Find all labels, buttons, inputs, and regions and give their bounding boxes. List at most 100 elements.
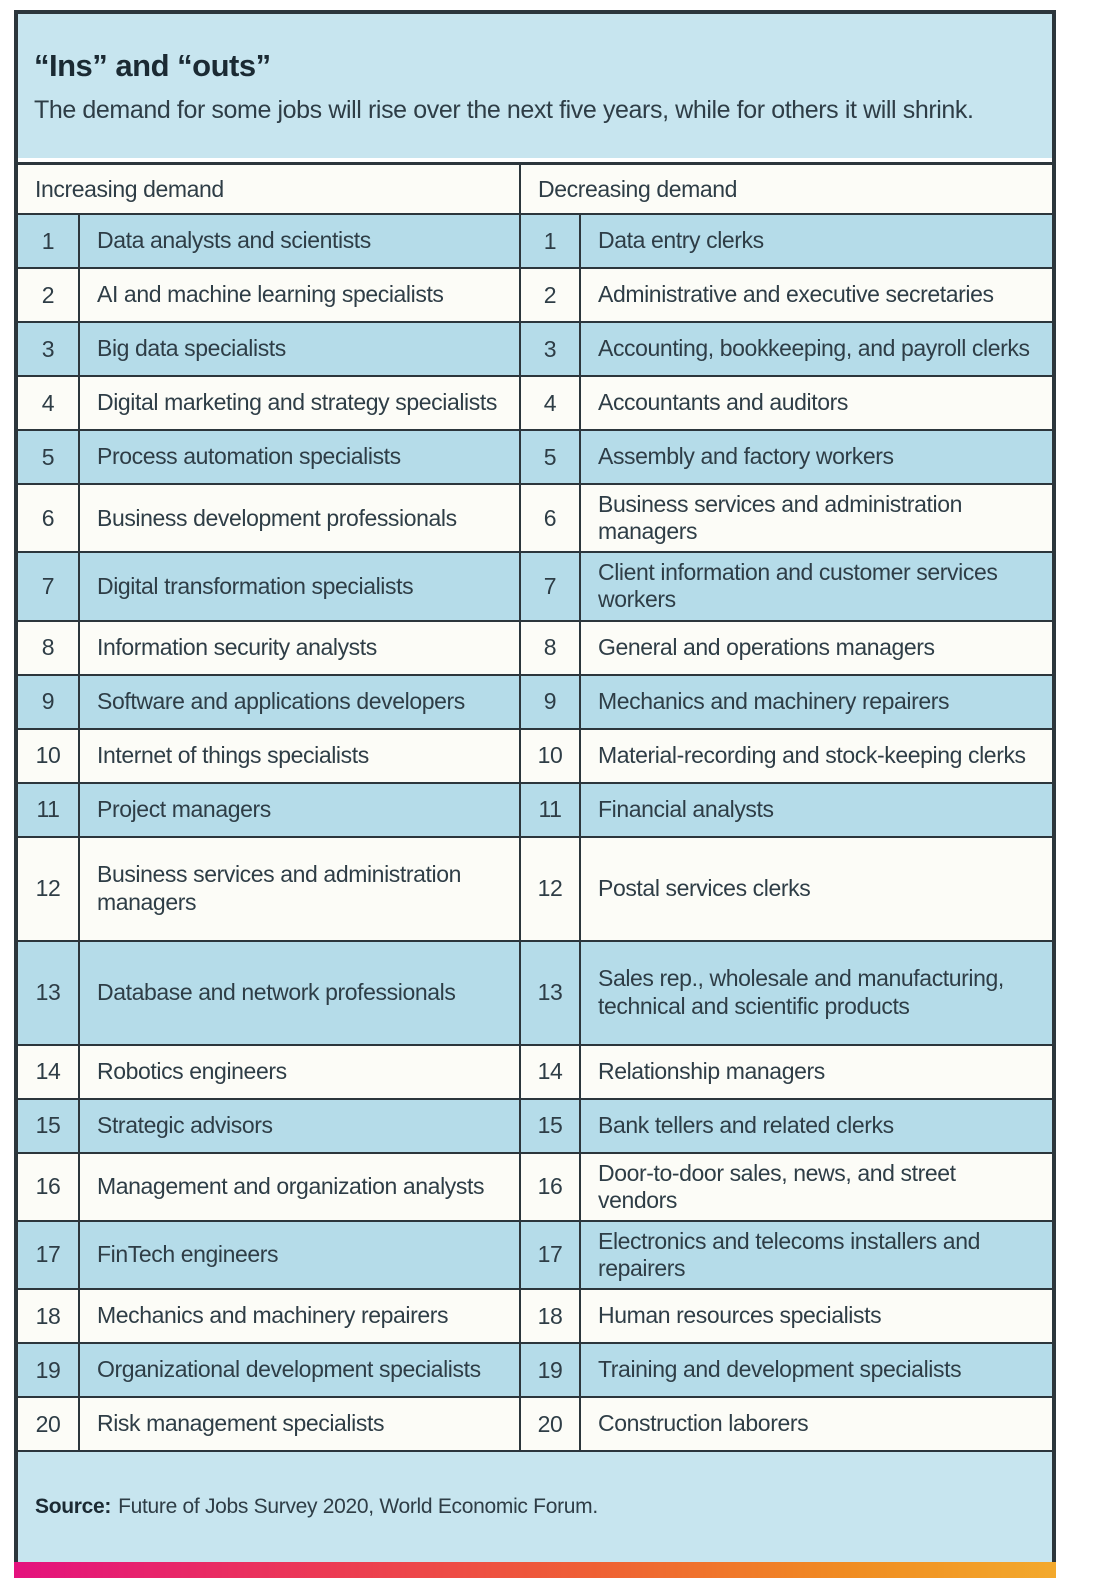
decreasing-rank: 5 xyxy=(519,431,579,483)
decreasing-rank: 4 xyxy=(519,377,579,429)
increasing-rank: 7 xyxy=(41,572,55,599)
increasing-rank: 8 xyxy=(41,634,55,660)
increasing-rank: 17 xyxy=(35,1241,61,1268)
increasing-rank: 3 xyxy=(41,335,55,362)
table-header-panel: “Ins” and “outs” The demand for some job… xyxy=(18,14,1052,162)
table-row: 13 Database and network professionals 13 Sa… xyxy=(18,941,1052,1046)
increasing-rank: 18 xyxy=(35,1302,61,1329)
decreasing-job: Financial analysts xyxy=(579,783,1052,836)
source-text: Future of Jobs Survey 2020, World Econom… xyxy=(118,1495,598,1518)
increasing-job: Information security analysts xyxy=(78,621,519,674)
increasing-job: AI and machine learning specialists xyxy=(78,269,519,321)
decreasing-job: Business services and administration man… xyxy=(579,485,1052,552)
increasing-job: Organizational development specialists xyxy=(78,1344,519,1396)
increasing-job: Internet of things specialists xyxy=(78,729,519,782)
increasing-job: Database and network professionals xyxy=(78,941,519,1044)
table-row: 7 Digital transformation specialists 7 Clie… xyxy=(18,553,1052,622)
page: “Ins” and “outs” The demand for some job… xyxy=(14,10,1056,1578)
decreasing-rank: 16 xyxy=(519,1153,579,1220)
decreasing-rank: 15 xyxy=(519,1099,579,1152)
decreasing-rank: 11 xyxy=(519,783,579,836)
decreasing-rank: 10 xyxy=(519,729,579,782)
decreasing-rank: 20 xyxy=(519,1398,579,1450)
increasing-rank: 20 xyxy=(35,1410,61,1437)
decreasing-job: Accountants and auditors xyxy=(579,377,1052,429)
decreasing-job: Assembly and factory workers xyxy=(579,431,1052,483)
increasing-rank: 4 xyxy=(41,389,55,416)
decreasing-job: General and operations managers xyxy=(579,621,1052,674)
table-row: 19 Organizational development specialists… xyxy=(18,1344,1052,1398)
decreasing-rank: 6 xyxy=(519,485,579,552)
table-row: 20 Risk management specialists 20 Construct… xyxy=(18,1398,1052,1452)
increasing-rank: 14 xyxy=(35,1058,61,1084)
increasing-rank: 2 xyxy=(41,281,55,308)
table-row: 1 Data analysts and scientists 1 Data entry… xyxy=(18,215,1052,269)
increasing-job: Mechanics and machinery repairers xyxy=(78,1290,519,1342)
decreasing-job: Client information and customer services… xyxy=(579,553,1052,620)
increasing-job: Robotics engineers xyxy=(78,1045,519,1098)
decreasing-job: Training and development specialists xyxy=(579,1344,1052,1396)
column-header-decreasing: Decreasing demand xyxy=(519,165,1052,213)
table-row: 8 Information security analysts 8 General a… xyxy=(18,621,1052,676)
decreasing-job: Relationship managers xyxy=(579,1045,1052,1098)
increasing-rank: 11 xyxy=(36,796,60,822)
table-row: 2 AI and machine learning specialists 2 Adm… xyxy=(18,269,1052,323)
increasing-rank: 13 xyxy=(35,979,61,1005)
decreasing-rank: 13 xyxy=(519,941,579,1044)
increasing-rank: 10 xyxy=(35,742,61,768)
increasing-job: Digital marketing and strategy specialis… xyxy=(78,377,519,429)
table-row: 18 Mechanics and machinery repairers 18 Hum… xyxy=(18,1290,1052,1344)
increasing-job: FinTech engineers xyxy=(78,1221,519,1288)
decreasing-job: Material-recording and stock-keeping cle… xyxy=(579,729,1052,782)
table-row: 12 Business services and administration m… xyxy=(18,837,1052,942)
increasing-rank: 12 xyxy=(35,875,61,901)
decreasing-job: Human resources specialists xyxy=(579,1290,1052,1342)
increasing-job: Management and organization analysts xyxy=(78,1153,519,1220)
jobs-demand-table: “Ins” and “outs” The demand for some job… xyxy=(14,10,1056,1562)
decreasing-rank: 12 xyxy=(519,837,579,940)
decreasing-rank: 3 xyxy=(519,323,579,375)
increasing-rank: 1 xyxy=(41,227,55,254)
column-headers: Increasing demand Decreasing demand xyxy=(18,162,1052,215)
table-row: 6 Business development professionals 6 Busi… xyxy=(18,485,1052,554)
increasing-job: Project managers xyxy=(78,783,519,836)
increasing-job: Big data specialists xyxy=(78,323,519,375)
increasing-job: Digital transformation specialists xyxy=(78,553,519,620)
decreasing-job: Accounting, bookkeeping, and payroll cle… xyxy=(579,323,1052,375)
decreasing-job: Electronics and telecoms installers and … xyxy=(579,1221,1052,1288)
increasing-job: Process automation specialists xyxy=(78,431,519,483)
decreasing-rank: 1 xyxy=(519,215,579,267)
decreasing-job: Door-to-door sales, news, and street ven… xyxy=(579,1153,1052,1220)
table-row: 11 Project managers 11 Financial analysts xyxy=(18,783,1052,838)
decreasing-rank: 14 xyxy=(519,1045,579,1098)
decreasing-rank: 9 xyxy=(519,675,579,728)
table-body: 1 Data analysts and scientists 1 Data entry… xyxy=(18,215,1052,1452)
source-label: Source: xyxy=(35,1495,112,1518)
table-row: 15 Strategic advisors 15 Bank tellers and r… xyxy=(18,1099,1052,1154)
increasing-rank: 15 xyxy=(35,1112,61,1138)
column-header-increasing: Increasing demand xyxy=(35,175,224,202)
decreasing-rank: 17 xyxy=(519,1221,579,1288)
decreasing-job: Construction laborers xyxy=(579,1398,1052,1450)
increasing-rank: 5 xyxy=(41,443,55,470)
table-row: 16 Management and organization analysts 16… xyxy=(18,1153,1052,1222)
table-row: 14 Robotics engineers 14 Relationship manag… xyxy=(18,1045,1052,1100)
decreasing-rank: 18 xyxy=(519,1290,579,1342)
table-row: 10 Internet of things specialists 10 Materi… xyxy=(18,729,1052,784)
increasing-job: Software and applications developers xyxy=(78,675,519,728)
increasing-job: Risk management specialists xyxy=(78,1398,519,1450)
increasing-job: Business development professionals xyxy=(78,485,519,552)
decreasing-job: Bank tellers and related clerks xyxy=(579,1099,1052,1152)
decreasing-job: Administrative and executive secretaries xyxy=(579,269,1052,321)
brand-gradient-bar xyxy=(14,1562,1056,1578)
chart-subtitle: The demand for some jobs will rise over … xyxy=(34,95,974,124)
table-row: 4 Digital marketing and strategy speciali… xyxy=(18,377,1052,431)
increasing-rank: 16 xyxy=(35,1173,61,1200)
increasing-job: Business services and administration man… xyxy=(78,837,519,940)
increasing-job: Strategic advisors xyxy=(78,1099,519,1152)
decreasing-rank: 7 xyxy=(519,553,579,620)
decreasing-rank: 8 xyxy=(519,621,579,674)
increasing-job: Data analysts and scientists xyxy=(78,215,519,267)
decreasing-job: Mechanics and machinery repairers xyxy=(579,675,1052,728)
table-row: 5 Process automation specialists 5 Assembly… xyxy=(18,431,1052,485)
